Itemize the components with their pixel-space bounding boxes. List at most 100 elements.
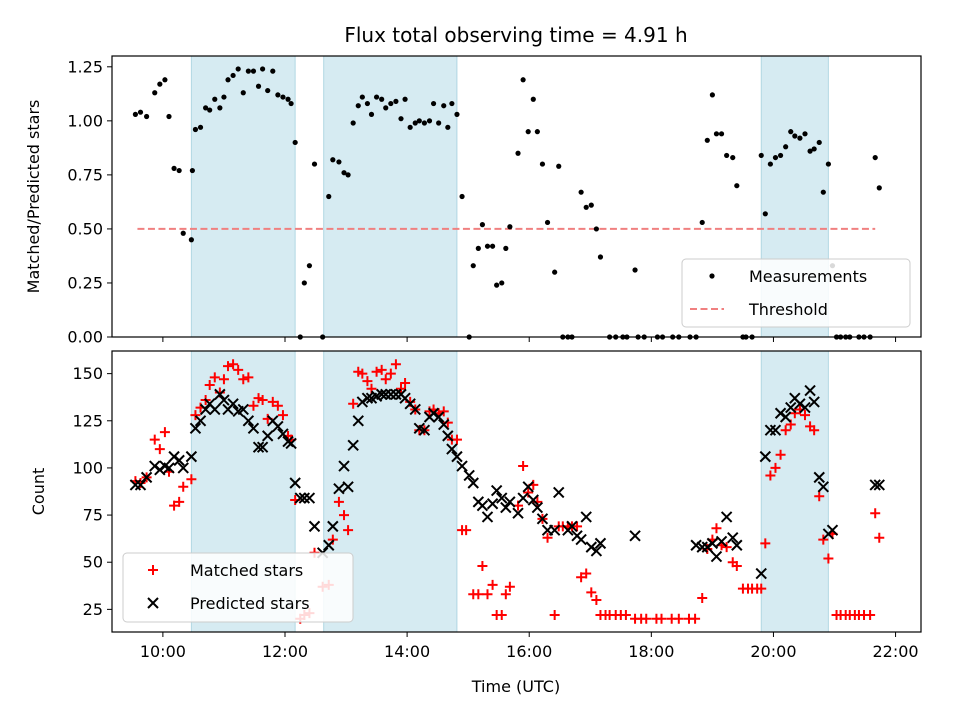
- data-point: [504, 581, 515, 592]
- data-point: [731, 560, 742, 571]
- data-point: [814, 491, 825, 502]
- data-point: [169, 500, 180, 511]
- data-point: [802, 131, 808, 137]
- data-point: [758, 152, 764, 159]
- data-point: [544, 219, 551, 226]
- data-point: [583, 204, 589, 210]
- data-point: [641, 613, 652, 624]
- data-point: [706, 537, 719, 550]
- data-point: [265, 87, 271, 94]
- data-point: [586, 587, 597, 598]
- data-point: [362, 376, 373, 387]
- data-point: [250, 68, 257, 74]
- data-point: [504, 496, 516, 508]
- observing-interval-band: [323, 55, 458, 338]
- data-point: [180, 230, 186, 236]
- data-point: [477, 560, 488, 571]
- data-point: [379, 96, 385, 102]
- data-point: [157, 81, 163, 87]
- data-point: [442, 430, 454, 442]
- data-point: [499, 280, 505, 286]
- data-point: [327, 520, 339, 533]
- data-point: [217, 105, 223, 111]
- data-point: [454, 111, 460, 117]
- data-point: [476, 499, 489, 512]
- data-point: [227, 398, 239, 410]
- series-measurements: [132, 66, 882, 340]
- data-point: [826, 524, 839, 536]
- data-point: [709, 92, 715, 98]
- data-point: [690, 613, 701, 624]
- data-point: [277, 410, 288, 421]
- data-point: [553, 486, 565, 499]
- data-point: [539, 161, 546, 167]
- data-point: [632, 267, 638, 273]
- data-point: [230, 72, 236, 79]
- data-point: [673, 613, 684, 624]
- data-point: [292, 139, 298, 146]
- data-point: [500, 501, 512, 514]
- x-tick-label: 16:00: [506, 642, 552, 661]
- data-point: [270, 68, 276, 74]
- data-point: [225, 77, 231, 83]
- data-point: [512, 507, 524, 519]
- data-point: [699, 219, 705, 226]
- data-point: [412, 120, 418, 126]
- data-point: [594, 537, 607, 550]
- data-point: [348, 398, 359, 409]
- data-point: [371, 366, 382, 377]
- data-point: [306, 263, 313, 269]
- data-point: [783, 144, 789, 150]
- data-point: [459, 193, 465, 200]
- data-point: [496, 610, 507, 621]
- data-point: [385, 388, 397, 401]
- data-point: [185, 450, 198, 463]
- data-point: [347, 439, 359, 452]
- bottom-axes-frame: [111, 350, 922, 633]
- data-point: [696, 541, 708, 553]
- data-point: [247, 422, 260, 435]
- data-point: [256, 441, 269, 453]
- data-point: [333, 496, 344, 507]
- data-point: [872, 154, 878, 161]
- data-point: [720, 511, 733, 523]
- data-point: [481, 511, 494, 523]
- data-point: [756, 583, 767, 594]
- data-point: [308, 520, 321, 533]
- y-tick-label: 1.25: [67, 57, 103, 76]
- data-point: [197, 124, 204, 130]
- data-point: [289, 477, 301, 489]
- data-point: [242, 415, 255, 427]
- data-point: [260, 66, 266, 72]
- data-point: [811, 146, 817, 152]
- y-tick-label: 125: [72, 411, 103, 430]
- data-point: [345, 172, 351, 178]
- bottom-panel-star-counts: 10:00 12:00 14:00 16:00 18:00 20:00 22:00 25 50 7…: [29, 350, 922, 661]
- data-point: [421, 120, 428, 126]
- data-point: [163, 462, 175, 474]
- data-point: [724, 152, 730, 159]
- data-point: [525, 129, 531, 135]
- data-point: [192, 126, 199, 133]
- data-point: [380, 374, 391, 385]
- top-axes-frame: [111, 55, 922, 338]
- legend-box: [122, 552, 354, 623]
- data-point: [775, 449, 786, 460]
- data-point: [326, 193, 332, 200]
- data-point: [438, 406, 449, 417]
- data-point: [580, 511, 592, 523]
- data-point: [323, 539, 335, 551]
- data-point: [715, 535, 728, 548]
- data-point: [338, 460, 350, 472]
- data-point: [396, 383, 407, 394]
- data-point: [190, 410, 201, 421]
- data-point: [383, 105, 389, 111]
- data-point: [252, 441, 265, 453]
- data-point: [731, 539, 743, 551]
- data-point: [463, 469, 475, 482]
- legend-marker: [709, 273, 715, 279]
- data-point: [393, 98, 399, 104]
- data-point: [874, 532, 885, 543]
- data-point: [441, 103, 447, 109]
- data-point: [438, 418, 450, 431]
